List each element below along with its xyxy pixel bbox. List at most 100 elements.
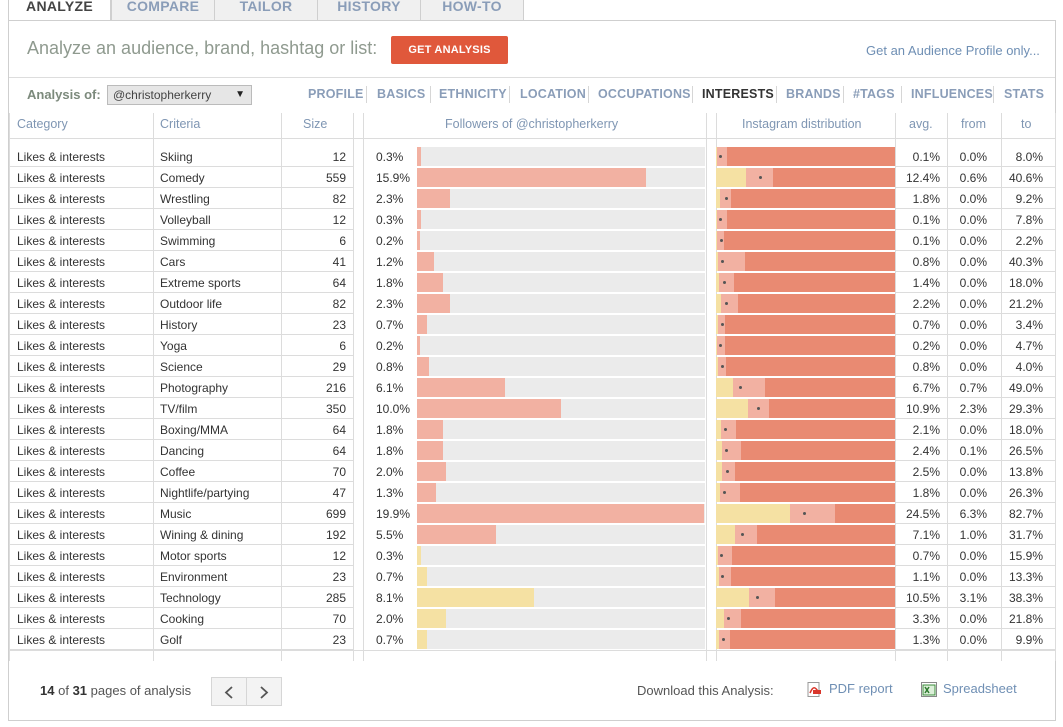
grid-line <box>706 113 707 661</box>
table-cell-category: Likes & interests <box>17 570 106 584</box>
distribution-mid-segment <box>721 441 742 460</box>
table-cell-percent: 1.2% <box>376 255 404 269</box>
nav-basics[interactable]: BASICS <box>377 87 426 101</box>
bar-track <box>417 315 705 334</box>
nav-stats[interactable]: STATS <box>1004 87 1045 101</box>
table-cell-from: 0.0% <box>959 612 987 626</box>
tab-history[interactable]: HISTORY <box>317 0 421 21</box>
table-cell-criteria: Skiing <box>160 150 193 164</box>
next-page-button[interactable] <box>246 677 282 706</box>
table-cell-criteria: Outdoor life <box>160 297 223 311</box>
follower-bar <box>417 588 534 607</box>
row-divider <box>895 397 1055 398</box>
table-cell-category: Likes & interests <box>17 402 106 416</box>
column-header-from[interactable]: from <box>961 117 986 131</box>
table-cell-size: 23 <box>332 318 346 332</box>
distribution-mid-segment <box>723 609 741 628</box>
distribution-marker <box>719 155 723 158</box>
row-divider <box>895 607 1055 608</box>
row-divider <box>9 649 354 650</box>
table-cell-to: 13.3% <box>1008 570 1043 584</box>
distribution-mid-segment <box>790 504 835 523</box>
grid-line <box>9 138 1055 139</box>
row-divider <box>9 502 354 503</box>
row-divider <box>895 334 1055 335</box>
bar-track <box>417 210 705 229</box>
table-cell-percent: 2.0% <box>376 465 404 479</box>
follower-bar <box>417 483 436 502</box>
distribution-marker <box>719 239 723 242</box>
table-cell-to: 40.6% <box>1008 171 1043 185</box>
table-cell-to: 9.9% <box>1015 633 1043 647</box>
table-cell-avg: 1.3% <box>912 633 940 647</box>
distribution-marker <box>723 491 727 494</box>
tab-compare[interactable]: COMPARE <box>111 0 215 21</box>
distribution-marker <box>722 281 726 284</box>
column-header-followers[interactable]: Followers of @christopherkerry <box>445 117 619 131</box>
table-cell-avg: 24.5% <box>905 507 940 521</box>
nav-influences[interactable]: INFLUENCES <box>911 87 993 101</box>
nav-profile[interactable]: PROFILE <box>308 87 364 101</box>
column-header-to[interactable]: to <box>1021 117 1032 131</box>
nav-location[interactable]: LOCATION <box>520 87 586 101</box>
distribution-marker <box>721 365 725 368</box>
get-analysis-button[interactable]: GET ANALYSIS <box>391 36 508 64</box>
table-cell-category: Likes & interests <box>17 192 106 206</box>
table-cell-criteria: Wrestling <box>160 192 210 206</box>
table-cell-from: 0.1% <box>959 444 987 458</box>
table-cell-category: Likes & interests <box>17 339 106 353</box>
column-header-avg[interactable]: avg. <box>909 117 933 131</box>
tab-tailor[interactable]: TAILOR <box>214 0 318 21</box>
nav-interests[interactable]: INTERESTS <box>702 87 774 101</box>
audience-profile-link[interactable]: Get an Audience Profile only... <box>866 43 1040 58</box>
bar-track <box>417 189 705 208</box>
table-cell-to: 4.7% <box>1015 339 1043 353</box>
distribution-marker <box>725 470 729 473</box>
pages-suffix: pages of analysis <box>90 683 192 698</box>
follower-bar <box>417 357 429 376</box>
table-cell-avg: 3.3% <box>912 612 940 626</box>
distribution-marker <box>756 596 760 599</box>
table-cell-size: 192 <box>325 528 346 542</box>
analysis-select[interactable]: @christopherkerry ▼ <box>107 85 252 105</box>
nav-ethnicity[interactable]: ETHNICITY <box>439 87 507 101</box>
column-header-distribution[interactable]: Instagram distribution <box>742 117 862 131</box>
table-cell-criteria: Swimming <box>160 234 216 248</box>
distribution-low-segment <box>716 567 719 586</box>
row-divider <box>9 628 354 629</box>
distribution-low-segment <box>716 609 724 628</box>
table-cell-percent: 6.1% <box>376 381 404 395</box>
column-header-criteria[interactable]: Criteria <box>160 117 201 131</box>
table-cell-percent: 0.7% <box>376 570 404 584</box>
bar-track <box>417 231 705 250</box>
column-header-size[interactable]: Size <box>303 117 328 131</box>
tab-how-to[interactable]: HOW-TO <box>420 0 524 21</box>
tab-analyze[interactable]: ANALYZE <box>8 0 111 22</box>
spreadsheet-link[interactable]: Spreadsheet <box>943 681 1017 696</box>
nav-brands[interactable]: BRANDS <box>786 87 841 101</box>
distribution-mid-segment <box>748 588 775 607</box>
pdf-report-link[interactable]: PDF report <box>829 681 893 696</box>
table-cell-to: 38.3% <box>1008 591 1043 605</box>
table-cell-percent: 10.0% <box>376 402 411 416</box>
table-cell-to: 49.0% <box>1008 381 1043 395</box>
spreadsheet-icon[interactable] <box>921 682 937 697</box>
distribution-mid-segment <box>717 546 732 565</box>
table-cell-avg: 2.2% <box>912 297 940 311</box>
bar-track <box>417 336 705 355</box>
nav-tags[interactable]: #TAGS <box>853 87 895 101</box>
distribution-low-segment <box>716 378 734 397</box>
column-header-category[interactable]: Category <box>17 117 68 131</box>
nav-occupations[interactable]: OCCUPATIONS <box>598 87 691 101</box>
table-cell-from: 0.0% <box>959 255 987 269</box>
prev-page-button[interactable] <box>211 677 247 706</box>
table-cell-from: 3.1% <box>959 591 987 605</box>
table-cell-from: 2.3% <box>959 402 987 416</box>
row-divider <box>9 439 354 440</box>
pdf-icon[interactable] <box>807 682 822 697</box>
distribution-low-segment <box>716 357 718 376</box>
follower-bar <box>417 231 420 250</box>
analysis-select-value: @christopherkerry <box>113 88 212 102</box>
table-cell-category: Likes & interests <box>17 549 106 563</box>
grid-line <box>1055 113 1056 661</box>
